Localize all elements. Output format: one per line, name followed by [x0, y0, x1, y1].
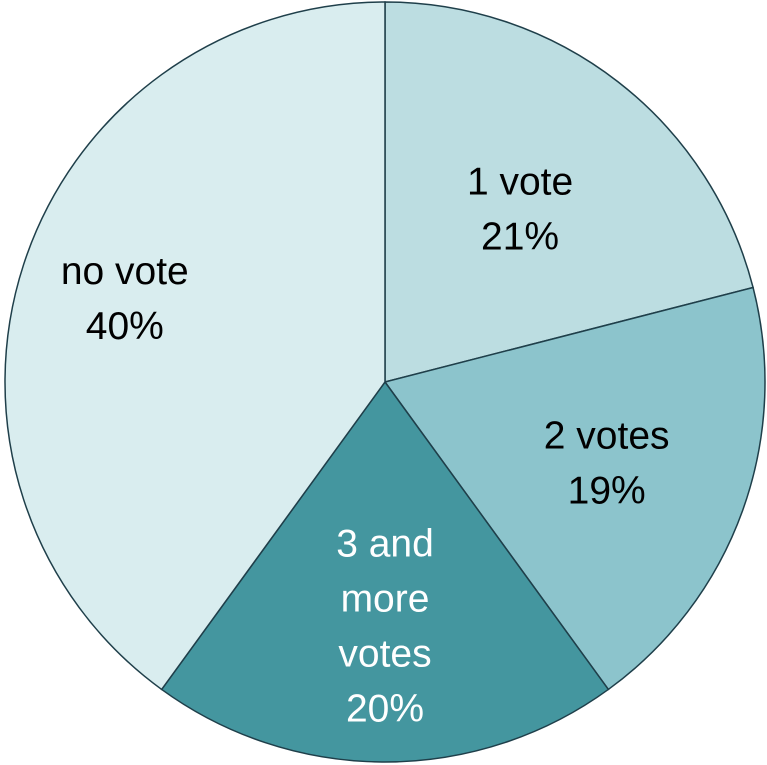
slice-label-line: 1 vote — [467, 160, 573, 203]
slice-percent-1: 21% — [481, 215, 559, 258]
slice-label-line: 2 votes — [544, 414, 670, 457]
slice-percent-3: 20% — [346, 688, 424, 731]
slice-percent-4: 40% — [86, 305, 164, 348]
pie-slice-2 — [383, 286, 766, 691]
slice-label-line: more — [341, 578, 430, 621]
labels-layer: 1 vote 21% 2 votes 19% 3 and more votes 20% no v… — [61, 160, 670, 730]
slice-percent-2: 19% — [568, 469, 646, 512]
slice-label-line: votes — [338, 633, 431, 676]
slice-label-3: 3 and more votes 20% — [336, 523, 434, 731]
slice-label-1: 1 vote 21% — [467, 160, 573, 258]
pie-slice-1 — [384, 1, 754, 383]
slice-label-line: 3 and — [336, 523, 434, 566]
slices-layer — [4, 1, 766, 763]
slice-label-4: no vote 40% — [61, 250, 189, 348]
slice-label-2: 2 votes 19% — [544, 414, 670, 512]
pie-slice-4 — [4, 1, 386, 691]
pie-slice-3 — [160, 380, 610, 763]
slice-label-line: no vote — [61, 250, 189, 293]
